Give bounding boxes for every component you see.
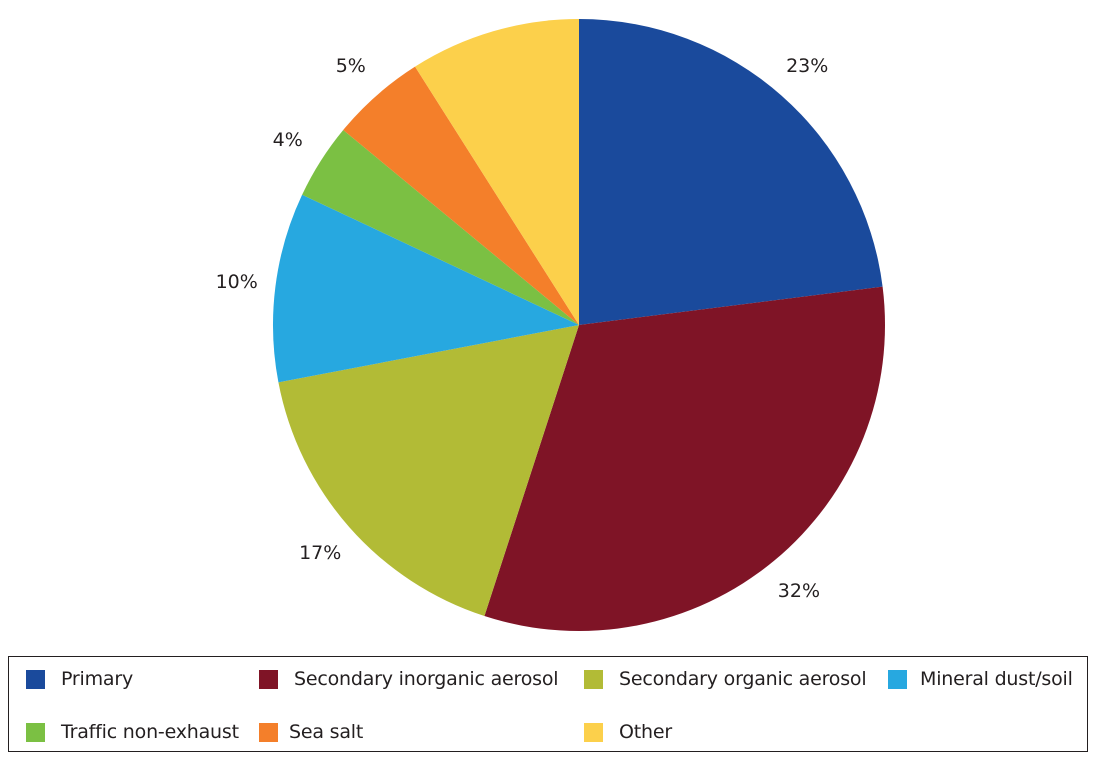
pie-slice-secondary-organic-aerosol [278,325,579,617]
pie-chart: 23% 32% 17% 10% 4% 5% 9% [216,0,886,631]
legend-swatch-primary [26,669,45,689]
slice-label-secondary-organic-aerosol: 17% [299,542,341,564]
legend-label-other: Other [619,721,672,743]
legend-swatch-secondary-organic-aerosol [584,669,603,689]
legend: Primary Secondary inorganic aerosol Seco… [8,656,1088,752]
slice-label-other: 9% [468,0,498,5]
legend-item-other: Other [584,720,672,744]
legend-label-secondary-inorganic-aerosol: Secondary inorganic aerosol [294,668,559,690]
legend-swatch-secondary-inorganic-aerosol [259,669,278,689]
legend-item-traffic-non-exhaust: Traffic non-exhaust [26,720,239,744]
legend-item-secondary-inorganic-aerosol: Secondary inorganic aerosol [259,667,559,691]
pie-slice-primary [579,19,883,325]
legend-label-mineral-dust-soil: Mineral dust/soil [920,668,1073,690]
slice-label-traffic-non-exhaust: 4% [273,129,303,151]
slice-label-primary: 23% [786,55,828,77]
legend-item-secondary-organic-aerosol: Secondary organic aerosol [584,667,867,691]
legend-label-primary: Primary [61,668,134,690]
pie-slice-sea-salt [343,66,579,325]
legend-item-sea-salt: Sea salt [259,720,363,744]
legend-swatch-sea-salt [259,722,278,742]
legend-swatch-mineral-dust-soil [888,669,907,689]
pie-slice-mineral-dust-soil [272,194,579,383]
legend-item-primary: Primary [26,667,133,691]
pie-slice-traffic-non-exhaust [302,129,579,325]
legend-label-traffic-non-exhaust: Traffic non-exhaust [61,721,239,743]
legend-label-sea-salt: Sea salt [289,721,364,743]
legend-item-mineral-dust-soil: Mineral dust/soil [888,667,1073,691]
pie-slice-secondary-inorganic-aerosol [484,286,886,631]
legend-label-secondary-organic-aerosol: Secondary organic aerosol [619,668,867,690]
legend-swatch-other [584,722,603,742]
pie-slice-other [415,19,579,325]
slice-label-secondary-inorganic-aerosol: 32% [778,580,820,602]
slice-label-sea-salt: 5% [336,55,366,77]
slice-label-mineral-dust-soil: 10% [216,271,258,293]
legend-swatch-traffic-non-exhaust [26,722,45,742]
